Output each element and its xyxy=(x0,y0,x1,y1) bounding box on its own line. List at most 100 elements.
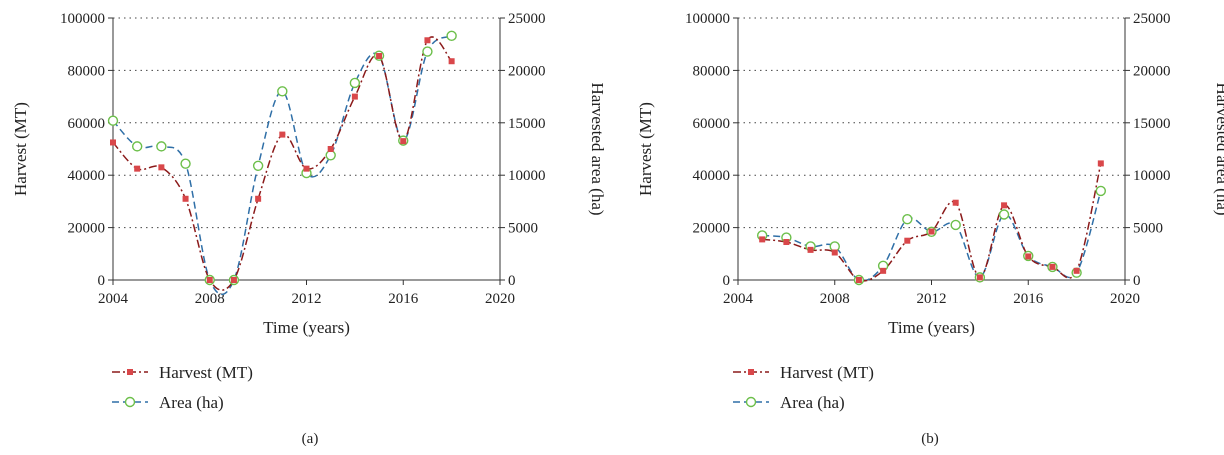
point-area xyxy=(131,141,143,152)
y2-tick-label: 20000 xyxy=(508,63,546,79)
x-tick-label: 2016 xyxy=(388,291,419,307)
y-tick-label: 40000 xyxy=(693,168,731,184)
point-harvest xyxy=(255,195,262,202)
chart-panel-a: 0 20000 40000 60000 80000 100000 0 5000 10000 150… xyxy=(11,11,607,447)
series-line-harvest xyxy=(112,36,453,291)
point-harvest xyxy=(279,131,286,138)
point-harvest xyxy=(206,277,213,283)
y2-tick-label: 0 xyxy=(508,273,516,289)
y-tick-label: 80000 xyxy=(693,63,731,79)
legend-marker-area xyxy=(124,396,136,408)
point-harvest xyxy=(880,267,887,274)
y2-tick-label: 25000 xyxy=(508,11,546,27)
x-tick-label: 2004 xyxy=(723,291,754,307)
point-harvest xyxy=(303,165,310,172)
point-area xyxy=(446,30,457,42)
x-axis-title: Time (years) xyxy=(263,318,350,337)
point-harvest xyxy=(158,164,165,171)
legend-marker-harvest xyxy=(127,369,133,375)
y-tick-label: 40000 xyxy=(68,168,106,184)
legend-marker-harvest xyxy=(748,369,754,375)
point-harvest xyxy=(230,277,237,283)
point-harvest xyxy=(110,139,116,146)
y2-tick-label: 0 xyxy=(1133,273,1141,289)
x-tick-label: 2016 xyxy=(1013,291,1044,307)
y-tick-label: 20000 xyxy=(693,221,731,237)
point-harvest xyxy=(1097,160,1104,167)
panel-label: (b) xyxy=(921,431,939,447)
x-tick-label: 2008 xyxy=(195,291,225,307)
point-area xyxy=(349,77,361,89)
y2-axis-title: Harvested area (ha) xyxy=(1213,82,1224,215)
point-area xyxy=(998,209,1010,220)
y2-tick-label: 20000 xyxy=(1133,63,1171,79)
y-tick-label: 60000 xyxy=(693,116,731,132)
point-harvest xyxy=(904,237,911,244)
point-harvest xyxy=(759,236,766,243)
point-harvest xyxy=(1073,267,1080,274)
x-tick-label: 2020 xyxy=(485,291,515,307)
y2-tick-label: 5000 xyxy=(508,221,538,237)
y2-tick-label: 10000 xyxy=(508,168,546,184)
legend: Harvest (MT) Area (ha) xyxy=(112,363,253,412)
point-harvest xyxy=(976,274,983,281)
x-axis-title: Time (years) xyxy=(888,318,975,337)
x-tick-label: 2012 xyxy=(292,291,322,307)
point-harvest xyxy=(1001,202,1008,209)
point-harvest xyxy=(807,246,814,253)
point-harvest xyxy=(424,37,431,44)
point-harvest xyxy=(928,228,935,235)
point-area xyxy=(422,46,433,57)
point-harvest xyxy=(855,277,862,283)
point-area xyxy=(180,158,191,169)
point-harvest xyxy=(351,93,358,100)
point-area xyxy=(107,115,119,126)
point-harvest xyxy=(952,199,959,206)
y2-axis-title: Harvested area (ha) xyxy=(588,82,607,215)
point-harvest xyxy=(327,146,334,152)
legend-label-area: Area (ha) xyxy=(780,393,845,412)
point-area xyxy=(156,141,167,152)
x-tick-label: 2012 xyxy=(917,291,947,307)
x-tick-label: 2008 xyxy=(820,291,850,307)
point-harvest xyxy=(448,58,455,65)
y-tick-label: 20000 xyxy=(68,221,106,237)
legend-label-harvest: Harvest (MT) xyxy=(780,363,874,382)
legend-label-harvest: Harvest (MT) xyxy=(159,363,253,382)
y-tick-label: 60000 xyxy=(68,116,106,132)
legend-marker-area xyxy=(745,396,757,408)
y2-tick-label: 5000 xyxy=(1133,221,1163,237)
y-axis-title: Harvest (MT) xyxy=(636,102,655,196)
y-tick-label: 100000 xyxy=(685,11,730,27)
legend: Harvest (MT) Area (ha) xyxy=(733,363,874,412)
y2-tick-label: 10000 xyxy=(1133,168,1171,184)
point-area xyxy=(950,219,961,231)
point-harvest xyxy=(831,249,838,256)
y2-tick-label: 25000 xyxy=(1133,11,1171,27)
point-area xyxy=(325,150,336,161)
y-axis-title: Harvest (MT) xyxy=(11,102,30,196)
y2-tick-label: 15000 xyxy=(508,116,546,132)
y-tick-label: 0 xyxy=(723,273,731,289)
point-harvest xyxy=(182,195,189,202)
point-area xyxy=(277,86,288,97)
point-area xyxy=(252,160,264,171)
x-tick-label: 2020 xyxy=(1110,291,1140,307)
y-tick-label: 100000 xyxy=(60,11,105,27)
point-harvest xyxy=(1025,253,1032,260)
panel-label: (a) xyxy=(302,431,319,447)
point-harvest xyxy=(134,165,141,172)
point-area xyxy=(1095,185,1107,197)
y2-tick-label: 15000 xyxy=(1133,116,1171,132)
point-harvest xyxy=(400,138,407,145)
point-harvest xyxy=(783,239,790,246)
chart-panel-b: 0 20000 40000 60000 80000 100000 0 5000 10000 150… xyxy=(636,11,1224,447)
point-area xyxy=(902,214,913,225)
y-tick-label: 80000 xyxy=(68,63,106,79)
legend-label-area: Area (ha) xyxy=(159,393,224,412)
point-harvest xyxy=(376,52,383,59)
y-tick-label: 0 xyxy=(98,273,106,289)
x-tick-label: 2004 xyxy=(98,291,129,307)
point-harvest xyxy=(1049,263,1056,270)
